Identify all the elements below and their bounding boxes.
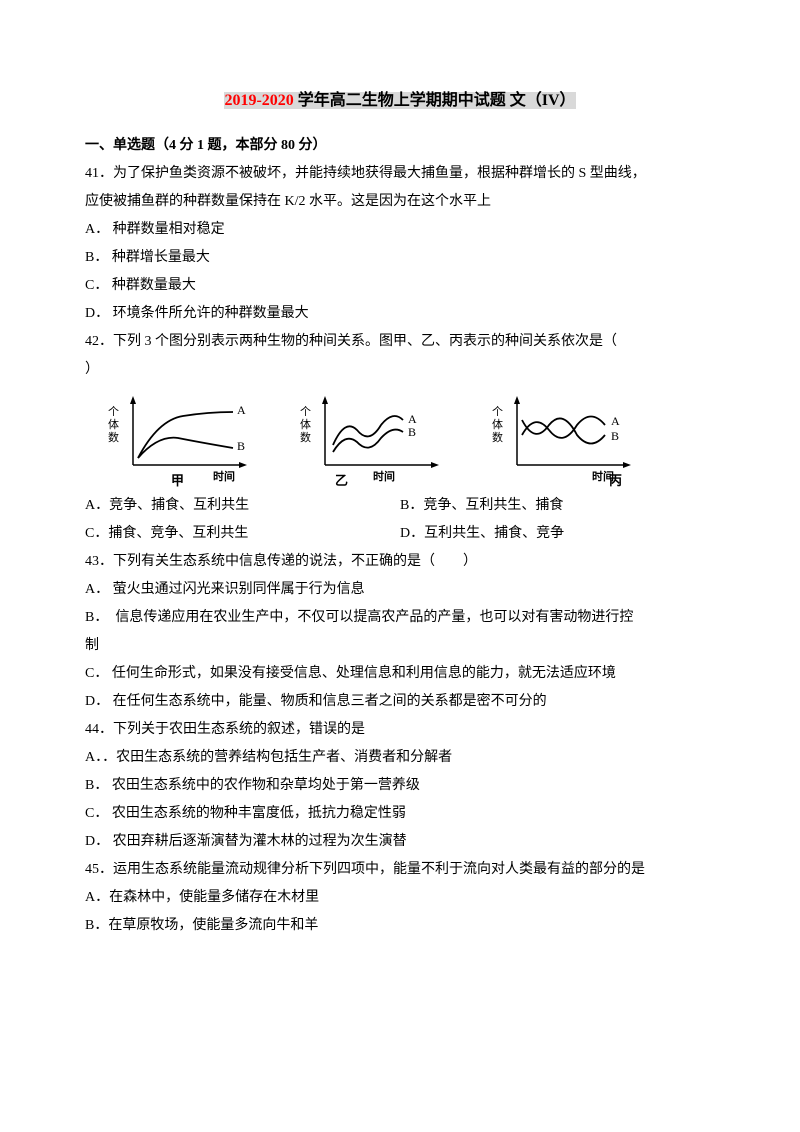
q41-stem-1: 41．为了保护鱼类资源不被破坏，并能持续地获得最大捕鱼量，根据种群增长的 S 型… xyxy=(85,160,715,188)
chart-ylabel-2: 体 xyxy=(300,417,311,431)
chart-a-label: A xyxy=(611,414,620,428)
chart-xlabel: 时间 xyxy=(213,469,235,483)
chart-ylabel-3: 数 xyxy=(492,431,503,444)
chart-ylabel-1: 个 xyxy=(492,405,503,418)
chart-ylabel-2: 体 xyxy=(108,417,119,431)
chart-ylabel-3: 数 xyxy=(108,431,119,444)
chart-ylabel-1: 个 xyxy=(300,405,311,418)
section-header: 一、单选题（4 分 1 题，本部分 80 分） xyxy=(85,132,715,160)
chart-ylabel-3: 数 xyxy=(300,431,311,444)
q43-opt-b2: 制 xyxy=(85,632,715,660)
title-black: 学年高二生物上学期期中试题 文（IV） xyxy=(294,92,576,109)
q41-opt-c: C． 种群数量最大 xyxy=(85,272,715,300)
q41-opt-d: D． 环境条件所允许的种群数量最大 xyxy=(85,300,715,328)
q43-stem: 43．下列有关生态系统中信息传递的说法，不正确的是（ ） xyxy=(85,548,715,576)
title-red: 2019-2020 xyxy=(224,92,293,109)
chart-ylabel-2: 体 xyxy=(492,417,503,431)
chart-a-label: A xyxy=(237,403,246,417)
q42-opt-d: D．互利共生、捕食、竞争 xyxy=(400,520,715,548)
q43-opt-c: C． 任何生命形式，如果没有接受信息、处理信息和利用信息的能力，就无法适应环境 xyxy=(85,660,715,688)
chart-b-label: B xyxy=(408,425,416,439)
chart-xlabel: 时间 xyxy=(373,469,395,483)
q42-stem-1: 42．下列 3 个图分别表示两种生物的种间关系。图甲、乙、丙表示的种间关系依次是… xyxy=(85,328,715,356)
q45-stem: 45．运用生态系统能量流动规律分析下列四项中，能量不利于流向对人类最有益的部分的… xyxy=(85,856,715,884)
chart-ylabel-1: 个 xyxy=(108,405,119,418)
q44-opt-d: D． 农田弃耕后逐渐演替为灌木林的过程为次生演替 xyxy=(85,828,715,856)
q42-opt-b: B．竞争、互利共生、捕食 xyxy=(400,492,715,520)
q43-opt-d: D． 在任何生态系统中，能量、物质和信息三者之间的关系都是密不可分的 xyxy=(85,688,715,716)
q41-opt-b: B． 种群增长量最大 xyxy=(85,244,715,272)
q41-stem-2: 应使被捕鱼群的种群数量保持在 K/2 水平。这是因为在这个水平上 xyxy=(85,188,715,216)
q43-opt-a: A． 萤火虫通过闪光来识别同伴属于行为信息 xyxy=(85,576,715,604)
chart-label-yi: 乙 xyxy=(335,473,348,488)
charts-row: A B 个 体 数 时间 甲 A B 个 体 数 时间 乙 A B 个 体 数 … xyxy=(103,390,715,490)
q42-row-1: A．竞争、捕食、互利共生 B．竞争、互利共生、捕食 xyxy=(85,492,715,520)
chart-jia: A B 个 体 数 时间 甲 xyxy=(103,390,263,490)
page-title: 2019-2020 学年高二生物上学期期中试题 文（IV） xyxy=(85,85,715,117)
q44-stem: 44．下列关于农田生态系统的叙述，错误的是 xyxy=(85,716,715,744)
q42-row-2: C．捕食、竞争、互利共生 D．互利共生、捕食、竞争 xyxy=(85,520,715,548)
q42-stem-2: ） xyxy=(85,356,715,384)
q42-opt-c: C．捕食、竞争、互利共生 xyxy=(85,520,400,548)
q44-opt-a: A．．农田生态系统的营养结构包括生产者、消费者和分解者 xyxy=(85,744,715,772)
chart-label-jia: 甲 xyxy=(171,473,184,488)
chart-bing: A B 个 体 数 时间 丙 xyxy=(487,390,647,490)
chart-b-label: B xyxy=(611,429,619,443)
q45-opt-b: B．在草原牧场，使能量多流向牛和羊 xyxy=(85,912,715,940)
chart-b-label: B xyxy=(237,439,245,453)
q41-opt-a: A． 种群数量相对稳定 xyxy=(85,216,715,244)
q44-opt-c: C． 农田生态系统的物种丰富度低，抵抗力稳定性弱 xyxy=(85,800,715,828)
q43-opt-b1: B． 信息传递应用在农业生产中，不仅可以提高农产品的产量，也可以对有害动物进行控 xyxy=(85,604,715,632)
chart-a-label: A xyxy=(408,412,417,426)
chart-label-bing: 丙 xyxy=(609,473,622,488)
q42-opt-a: A．竞争、捕食、互利共生 xyxy=(85,492,400,520)
q44-opt-b: B． 农田生态系统中的农作物和杂草均处于第一营养级 xyxy=(85,772,715,800)
chart-yi: A B 个 体 数 时间 乙 xyxy=(295,390,455,490)
q45-opt-a: A．在森林中，使能量多储存在木材里 xyxy=(85,884,715,912)
